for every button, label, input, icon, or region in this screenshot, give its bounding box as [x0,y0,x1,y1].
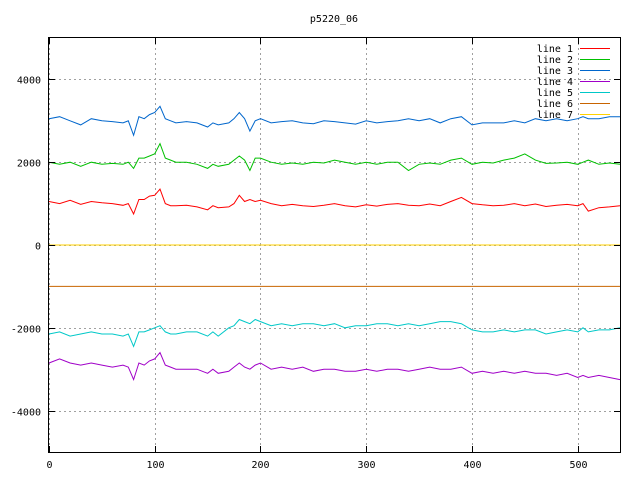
legend-label: line 2 [537,55,573,66]
legend-label: line 1 [537,44,573,55]
y-tick-label: -4000 [11,408,41,419]
x-tick-label: 0 [46,460,52,471]
x-tick-label: 100 [146,460,164,471]
series-line-3 [48,105,620,137]
legend-label: line 4 [537,77,573,88]
series-line-2 [48,142,621,172]
x-tick-label: 300 [357,460,375,471]
y-tick-label: 0 [35,242,41,253]
y-tick-label: 2000 [17,159,41,170]
series-line-4 [48,351,621,382]
plot-frame [48,37,621,453]
axis-ticks: -4000 -2000 0 2000 4000 0 100 200 300 400 500 [11,38,620,471]
x-tick-label: 400 [463,460,481,471]
x-tick-label: 500 [569,460,587,471]
legend-label: line 6 [537,99,573,110]
series-line-5 [48,318,621,348]
legend-label: line 7 [537,110,573,121]
y-tick-label: 4000 [17,76,41,87]
series-line-1 [48,188,621,216]
x-tick-label: 200 [251,460,269,471]
legend-label: line 5 [537,88,573,99]
legend-label: line 3 [537,66,573,77]
series-layer [48,105,621,382]
chart-title: p5220_06 [310,14,358,25]
y-tick-label: -2000 [11,325,41,336]
